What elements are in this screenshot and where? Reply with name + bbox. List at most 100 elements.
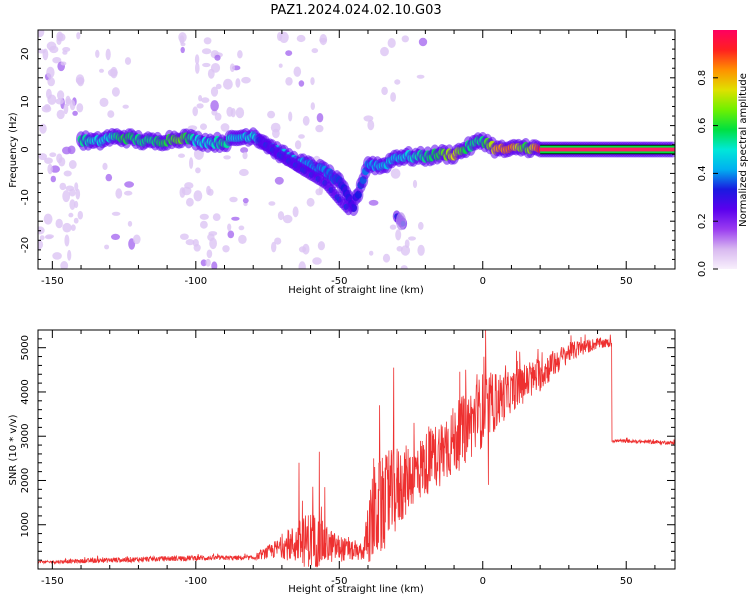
heatmap-cell [315,124,324,133]
heatmap-cell [298,134,305,139]
heatmap-cell [184,182,194,189]
heatmap-cell [68,160,77,169]
heatmap-cell [223,78,233,90]
heatmap-cell [57,90,65,100]
heatmap-cell [56,153,63,164]
spectrogram-x-tick-label: 0 [480,276,486,287]
snr-panel: -150 -100 -50 0 50 1000 2000 3000 4000 5000 Heigh… [8,329,676,595]
heatmap-cell [186,197,194,207]
heatmap-cell [214,112,222,121]
snr-x-tick-label: 50 [620,576,633,587]
figure-title: PAZ1.2024.024.02.10.G03 [270,3,441,18]
heatmap-cell [55,98,64,105]
colorbar-tick-label: 0.8 [697,70,708,86]
heatmap-cell [185,239,195,246]
heatmap-cell [210,100,219,112]
snr-y-tick-label: 2000 [20,468,31,493]
heatmap-cell [178,32,187,43]
heatmap-cell [47,163,53,175]
spectrogram-x-tick-label: 50 [620,276,633,287]
heatmap-cell [417,244,425,256]
heatmap-cell [310,102,315,110]
heatmap-cell [215,83,222,90]
heatmap-cell [389,224,397,230]
heatmap-cell [41,105,52,113]
heatmap-cell [241,76,251,84]
heatmap-cell [296,34,306,43]
heatmap-cell [124,57,132,65]
heatmap-cell [237,50,243,59]
spectrogram-x-tick-label: -100 [184,276,207,287]
heatmap-cell [203,37,212,45]
heatmap-cell [99,68,104,73]
heatmap-cell [367,119,375,131]
colorbar-tick-label: 0.2 [697,213,708,229]
heatmap-cell [229,196,238,203]
heatmap-cell [267,110,276,119]
heatmap-cell [111,87,120,97]
heatmap-cell [73,217,79,224]
spectrogram-x-tick-label: -50 [331,276,347,287]
heatmap-cell [316,113,324,123]
heatmap-cell [418,37,428,47]
snr-x-tick-label: -100 [184,576,207,587]
heatmap-cell [194,54,200,65]
heatmap-cell [49,152,57,157]
heatmap-cell [43,213,53,225]
heatmap-cell [277,211,285,221]
tone-band-core [540,147,675,152]
colorbar-ticks: 0.0 0.2 0.4 0.6 0.8 [697,70,718,277]
heatmap-cell [310,77,315,86]
heatmap-cell [278,63,283,68]
heatmap-cell [238,234,247,244]
snr-y-tick-label: 3000 [20,423,31,448]
heatmap-cell [242,197,249,204]
heatmap-cell [67,249,72,261]
heatmap-cell [60,61,67,66]
snr-ticks: -150 -100 -50 0 50 1000 2000 3000 4000 5000 [20,329,675,587]
spectrogram-x-label: Height of straight line (km) [288,285,424,296]
heatmap-cell [192,106,198,117]
heatmap-cell [282,214,293,224]
snr-y-label: SNR (10 * v/v) [8,414,19,485]
heatmap-cell [400,265,408,269]
heatmap-cell [196,103,204,109]
heatmap-cell [285,77,293,86]
heatmap-cell [122,104,129,109]
heatmap-cell [226,106,234,117]
colorbar-tick-label: 0.0 [697,261,708,277]
heatmap-cell [50,165,60,173]
heatmap-cell [39,235,45,241]
heatmap-cell [394,79,401,85]
heatmap-cell [306,197,315,207]
heatmap-cell [39,123,47,134]
heatmap-cell [127,220,133,227]
heatmap-cell [179,187,186,198]
heatmap-cell [180,46,185,54]
heatmap-cell [294,140,302,150]
spectrogram-y-tick-label: 20 [20,48,31,61]
snr-y-tick-label: 5000 [20,335,31,360]
heatmap-cell [200,123,207,130]
heatmap-cell [57,33,66,42]
heatmap-cell [77,210,84,220]
heatmap-cell [59,182,67,191]
heatmap-cell [401,35,409,43]
heatmap-cell [199,213,209,220]
spectrogram-y-tick-label: 10 [20,95,31,108]
heatmap-cell [38,226,45,235]
heatmap-cell [268,201,276,206]
heatmap-cell [178,153,185,158]
heatmap-cell [292,206,299,218]
heatmap-cell [105,48,111,61]
heatmap-cell [369,250,374,256]
heatmap-cell [319,38,327,43]
heatmap-cell [65,95,71,107]
heatmap-cell [193,190,203,202]
colorbar-tick-label: 0.4 [697,165,708,181]
heatmap-cell [242,151,248,160]
heatmap-cell [412,179,418,189]
heatmap-cell [76,103,84,113]
